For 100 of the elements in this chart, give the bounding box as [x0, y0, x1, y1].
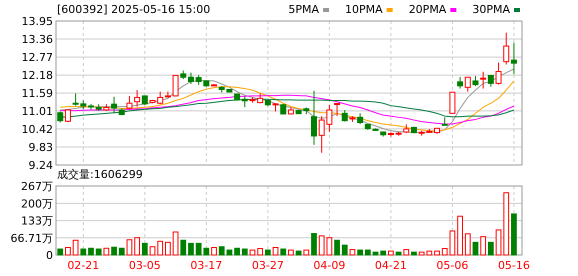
candlestick [111, 96, 118, 114]
bar [203, 248, 210, 256]
bar [180, 240, 186, 256]
candlestick [357, 112, 364, 125]
bar [118, 248, 125, 256]
bar [442, 248, 448, 256]
y-tick-label: 0 [46, 249, 53, 262]
y-tick-label: 11.01 [22, 104, 53, 118]
y-tick-label: 12.77 [22, 51, 53, 64]
line-series [60, 80, 514, 132]
y-tick-label: 10.42 [22, 122, 53, 136]
candlestick [142, 95, 148, 106]
bar [326, 237, 332, 256]
candlestick [242, 96, 248, 108]
bar [396, 252, 402, 256]
bar [411, 252, 417, 256]
bar [434, 250, 440, 256]
legend-label: 20PMA [408, 3, 447, 16]
bar [496, 229, 502, 256]
bar [480, 236, 486, 256]
x-tick-label: 03-05 [128, 259, 161, 272]
y-tick-label: 133万 [21, 214, 53, 228]
bar [350, 249, 356, 256]
bar [503, 192, 510, 256]
bar [218, 246, 225, 256]
legend-label: 30PMA [472, 3, 510, 16]
bar [403, 249, 410, 256]
bar [80, 248, 86, 256]
bar [334, 240, 340, 256]
bar [272, 247, 278, 256]
y-tick-label: 9.24 [28, 159, 53, 172]
y-tick-label: 267万 [21, 180, 53, 193]
y-tick-label: 11.59 [22, 87, 53, 100]
bar [380, 250, 386, 256]
x-tick-label: 04-09 [313, 259, 346, 272]
bar [418, 252, 425, 256]
bar [388, 250, 394, 256]
bar [264, 250, 271, 256]
bar [511, 213, 517, 256]
candlestick [510, 42, 517, 75]
bar [318, 235, 325, 256]
bar [288, 250, 294, 256]
candlestick [134, 90, 140, 108]
candlestick [57, 110, 64, 124]
bar [142, 242, 148, 256]
bar [488, 242, 494, 256]
y-tick-label: 13.36 [22, 33, 53, 46]
chart-title: 成交量:1606299 [57, 168, 143, 181]
candlestick [503, 32, 510, 65]
bar [472, 242, 478, 256]
bar [364, 250, 371, 256]
y-tick-label: 13.95 [22, 15, 53, 28]
bar [464, 233, 471, 256]
candlestick [342, 109, 348, 122]
y-tick-label: 12.18 [22, 69, 53, 82]
x-tick-label: 02-21 [67, 259, 100, 272]
bar [357, 250, 364, 256]
y-tick-label: 9.83 [28, 140, 53, 154]
bar [96, 248, 102, 256]
x-tick-label: 04-21 [374, 259, 407, 272]
candlestick [457, 76, 464, 90]
bar [150, 246, 156, 256]
line-series [60, 94, 514, 125]
candlestick [72, 92, 79, 106]
bar [250, 250, 256, 256]
bar [111, 246, 117, 256]
chart-title: [600392] 2025-05-16 15:00 [57, 3, 210, 16]
candlestick [464, 76, 471, 92]
bar [280, 248, 286, 256]
bar [157, 240, 164, 256]
candlestick [472, 76, 478, 87]
candlestick [488, 74, 494, 88]
candlestick [480, 71, 486, 90]
candlestick [334, 102, 340, 117]
bar [88, 248, 94, 256]
y-tick-label: 66.71万 [10, 232, 53, 245]
bar [426, 250, 432, 256]
bar [103, 248, 110, 256]
x-tick-label: 03-17 [190, 259, 222, 272]
y-tick-label: 200万 [21, 197, 53, 210]
bar [242, 248, 248, 256]
legend-label: 10PMA [345, 3, 384, 16]
candlestick [318, 116, 325, 154]
bar [342, 244, 348, 256]
x-tick-label: 03-27 [252, 259, 284, 272]
bar [372, 252, 378, 256]
candlestick [449, 92, 456, 114]
candlestick [326, 104, 332, 132]
bar [303, 250, 310, 256]
legend-label: 5PMA [288, 3, 320, 16]
bar [188, 242, 194, 256]
bar [196, 242, 202, 256]
candlestick [310, 90, 317, 146]
bar [211, 247, 217, 256]
x-tick-label: 05-06 [436, 259, 468, 272]
candlestick [496, 62, 502, 86]
bar [257, 248, 264, 256]
bar [311, 233, 317, 256]
bar [57, 248, 64, 256]
candlestick [126, 95, 132, 110]
